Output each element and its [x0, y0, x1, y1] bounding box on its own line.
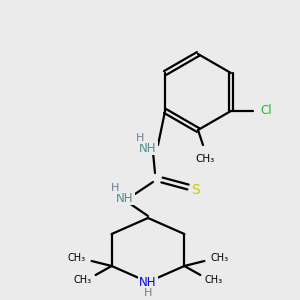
Text: NH: NH	[139, 142, 157, 154]
Text: Cl: Cl	[260, 104, 272, 118]
Text: H: H	[144, 288, 152, 298]
Text: H: H	[136, 133, 144, 143]
Text: NH: NH	[116, 191, 134, 205]
Text: H: H	[111, 183, 119, 193]
Text: S: S	[192, 183, 200, 197]
Text: CH₃: CH₃	[68, 253, 86, 263]
Text: CH₃: CH₃	[74, 275, 92, 285]
Text: CH₃: CH₃	[195, 154, 214, 164]
Text: CH₃: CH₃	[210, 253, 228, 263]
Text: NH: NH	[139, 275, 157, 289]
Text: CH₃: CH₃	[204, 275, 222, 285]
